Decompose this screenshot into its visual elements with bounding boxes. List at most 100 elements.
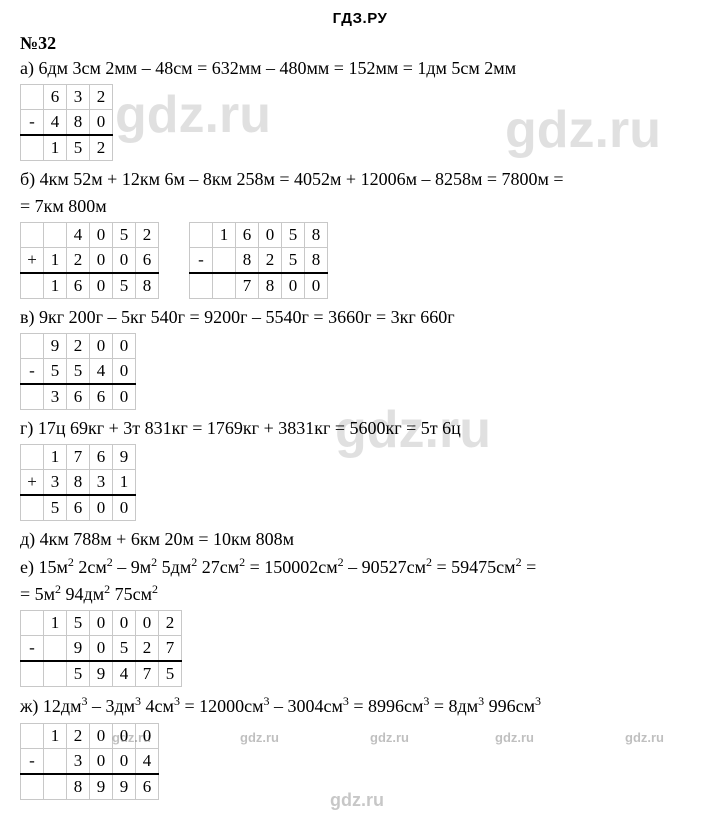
calc-cell — [21, 135, 44, 161]
calc-cell — [44, 636, 67, 662]
calc-cell — [21, 222, 44, 247]
calc-cell: 0 — [90, 495, 113, 521]
calc-cell: 8 — [236, 247, 259, 273]
calc-cell: 8 — [305, 222, 328, 247]
calc-cell — [21, 384, 44, 410]
calc-cell: 6 — [136, 247, 159, 273]
calc-cell: 1 — [213, 222, 236, 247]
calc-cell: 0 — [113, 611, 136, 636]
calc-cell: 2 — [259, 247, 282, 273]
calc-cell: 0 — [113, 334, 136, 359]
item-e-text1: е) 15м2 2см2 – 9м2 5дм2 27см2 = 150002см… — [20, 554, 700, 579]
calc-cell — [21, 611, 44, 636]
item-a-text: а) 6дм 3см 2мм – 48см = 632мм – 480мм = … — [20, 56, 700, 80]
calc-cell: 2 — [90, 135, 113, 161]
calc-cell: 0 — [90, 247, 113, 273]
calc-cell: 0 — [113, 247, 136, 273]
item-zh-text: ж) 12дм3 – 3дм3 4см3 = 12000см3 – 3004см… — [20, 693, 700, 718]
calc-cell: 3 — [90, 470, 113, 496]
calc-cell: 5 — [159, 661, 182, 687]
calc-cell: 4 — [90, 359, 113, 385]
calc-table: 9200-55403660 — [20, 333, 136, 410]
calc-cell — [21, 445, 44, 470]
calc-cell: 7 — [159, 636, 182, 662]
calc-table: 12000-30048996 — [20, 723, 159, 800]
calc-cell: 5 — [67, 359, 90, 385]
calc-table: 150002-9052759475 — [20, 610, 182, 687]
calc-cell: 0 — [90, 110, 113, 136]
calc-cell: - — [190, 247, 213, 273]
calc-cell: 9 — [113, 445, 136, 470]
calc-cell: 6 — [90, 384, 113, 410]
calc-cell: 3 — [44, 384, 67, 410]
calc-cell: + — [21, 247, 44, 273]
calc-cell: 0 — [113, 384, 136, 410]
calc-cell: 0 — [90, 723, 113, 748]
calc-cell: 0 — [282, 273, 305, 299]
calc-cell: 1 — [44, 273, 67, 299]
calc-cell: 2 — [67, 723, 90, 748]
calc-cell: 7 — [236, 273, 259, 299]
calc-cell: 0 — [259, 222, 282, 247]
calc-cell: 4 — [44, 110, 67, 136]
calc-table: 1769+38315600 — [20, 444, 136, 521]
calc-cell: 2 — [67, 334, 90, 359]
calc-cell — [213, 247, 236, 273]
calc-cell — [213, 273, 236, 299]
calc-cell: 0 — [136, 723, 159, 748]
calc-cell: 9 — [44, 334, 67, 359]
problem-number: №32 — [20, 33, 700, 54]
calc-cell: 7 — [136, 661, 159, 687]
calc-cell: 4 — [113, 661, 136, 687]
calc-cell: 1 — [113, 470, 136, 496]
calc-table: 4052+1200616058 — [20, 222, 159, 299]
page-header: ГДЗ.РУ — [20, 10, 700, 27]
calc-cell: 8 — [136, 273, 159, 299]
item-e-tables: 150002-9052759475 — [20, 610, 700, 687]
calc-cell: 9 — [90, 661, 113, 687]
calc-cell: 0 — [113, 359, 136, 385]
item-zh-tables: 12000-30048996 — [20, 723, 700, 800]
calc-cell: 2 — [90, 85, 113, 110]
item-v-tables: 9200-55403660 — [20, 333, 700, 410]
calc-cell: 4 — [67, 222, 90, 247]
calc-cell: 6 — [236, 222, 259, 247]
calc-cell: - — [21, 748, 44, 774]
calc-cell: 0 — [136, 611, 159, 636]
calc-cell: + — [21, 470, 44, 496]
item-v-text: в) 9кг 200г – 5кг 540г = 9200г – 5540г =… — [20, 305, 700, 329]
calc-cell: 6 — [90, 445, 113, 470]
item-g-text: г) 17ц 69кг + 3т 831кг = 1769кг + 3831кг… — [20, 416, 700, 440]
calc-cell: 0 — [90, 636, 113, 662]
calc-cell: 9 — [67, 636, 90, 662]
calc-cell: 0 — [113, 495, 136, 521]
calc-cell: 1 — [44, 611, 67, 636]
calc-cell: 0 — [90, 273, 113, 299]
calc-cell: 7 — [67, 445, 90, 470]
calc-cell — [190, 222, 213, 247]
calc-cell — [21, 661, 44, 687]
calc-cell: 1 — [44, 445, 67, 470]
calc-cell: 5 — [44, 359, 67, 385]
item-b-text1: б) 4км 52м + 12км 6м – 8км 258м = 4052м … — [20, 167, 700, 191]
calc-cell: 5 — [113, 222, 136, 247]
calc-cell: 0 — [305, 273, 328, 299]
calc-cell: 5 — [67, 611, 90, 636]
calc-cell: 3 — [67, 85, 90, 110]
calc-cell: 0 — [90, 334, 113, 359]
calc-cell: - — [21, 636, 44, 662]
calc-cell: 0 — [113, 748, 136, 774]
calc-cell: 8 — [67, 110, 90, 136]
calc-cell: 6 — [136, 774, 159, 800]
calc-cell: 1 — [44, 135, 67, 161]
calc-cell: 0 — [90, 611, 113, 636]
calc-cell: 1 — [44, 247, 67, 273]
calc-cell: 8 — [67, 774, 90, 800]
item-b-tables: 4052+120061605816058-82587800 — [20, 222, 700, 299]
calc-cell: 5 — [67, 661, 90, 687]
item-e-text2: = 5м2 94дм2 75см2 — [20, 581, 700, 606]
calc-cell: 2 — [136, 222, 159, 247]
calc-cell: - — [21, 110, 44, 136]
calc-table: 632-480152 — [20, 84, 113, 161]
calc-cell: 0 — [90, 222, 113, 247]
